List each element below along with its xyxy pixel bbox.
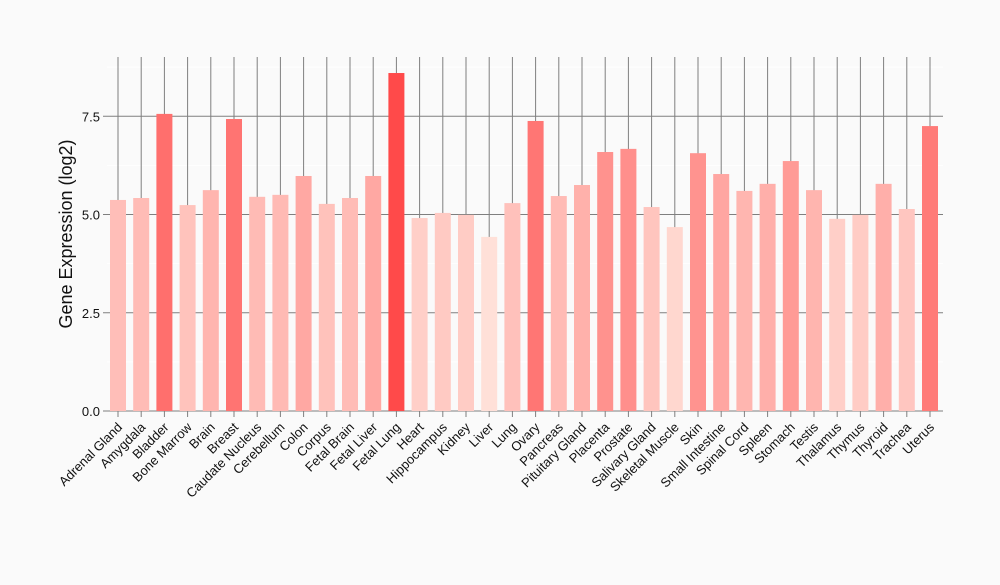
bars <box>110 73 938 412</box>
bar-liver <box>481 236 498 411</box>
bar-stomach <box>782 161 799 411</box>
y-tick-label: 0.0 <box>82 404 100 419</box>
bar-fetal-liver <box>365 175 382 411</box>
y-tick-label: 5.0 <box>82 208 100 223</box>
bar-uterus <box>922 126 938 411</box>
bar-breast <box>226 119 242 411</box>
bar-corpus <box>318 203 335 411</box>
bar-small-intestine <box>713 174 730 411</box>
bar-amygdala <box>133 197 150 411</box>
bar-caudate-nucleus <box>249 196 266 411</box>
bar-colon <box>295 175 312 411</box>
bar-lung <box>504 203 521 411</box>
bar-brain <box>202 190 219 411</box>
bar-prostate <box>620 148 637 411</box>
bar-kidney <box>458 214 474 411</box>
bar-pituitary-gland <box>574 185 590 411</box>
bar-skeletal-muscle <box>666 227 683 411</box>
bar-trachea <box>898 208 915 411</box>
bar-thyroid <box>875 183 892 411</box>
y-tick-label: 2.5 <box>82 306 100 321</box>
bar-cerebellum <box>272 194 289 411</box>
bar-testis <box>806 190 822 411</box>
bar-thymus <box>852 214 869 411</box>
bar-bladder <box>156 113 173 411</box>
y-axis: 0.0 2.5 5.0 7.5 <box>82 109 107 419</box>
bar-heart <box>411 218 428 411</box>
bar-ovary <box>527 120 544 411</box>
bar-placenta <box>597 152 614 411</box>
bar-thalamus <box>829 218 846 411</box>
bar-salivary-gland <box>643 207 660 411</box>
bar-skin <box>690 153 706 411</box>
y-tick-label: 7.5 <box>82 109 100 124</box>
bar-spleen <box>759 183 776 411</box>
bar-pancreas <box>550 196 567 411</box>
bar-adrenal-gland <box>110 199 126 411</box>
y-axis-label: Gene Expression (log2) <box>56 139 76 328</box>
bar-bone-marrow <box>179 205 196 411</box>
bar-hippocampus <box>434 212 451 411</box>
bar-fetal-lung <box>388 73 405 412</box>
bar-fetal-brain <box>342 197 358 411</box>
bar-spinal-cord <box>736 190 753 411</box>
